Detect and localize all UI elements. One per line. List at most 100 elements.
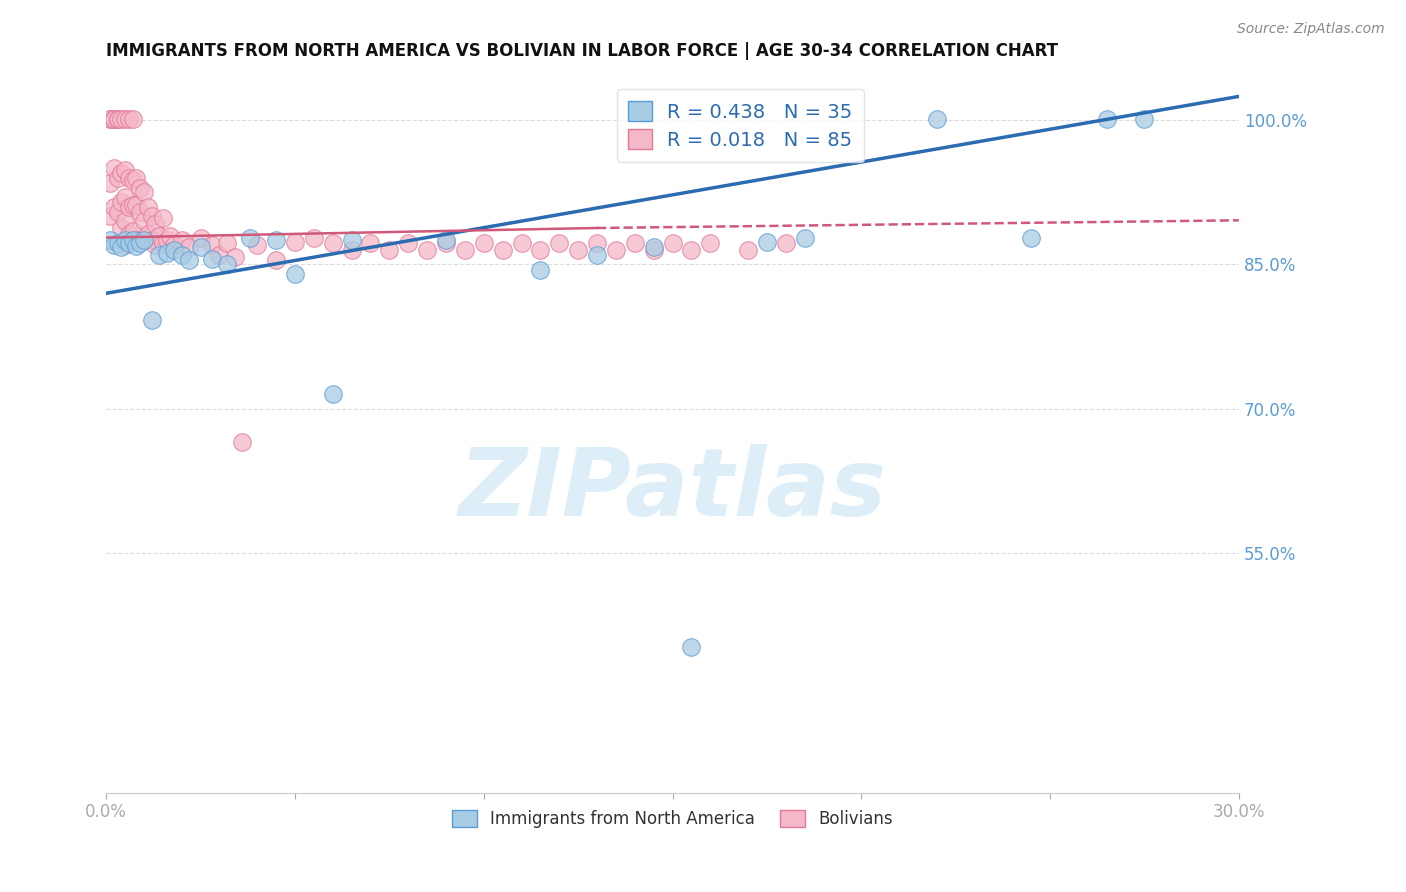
Point	[148, 248, 170, 262]
Point	[681, 640, 703, 654]
Point	[110, 166, 132, 180]
Point	[132, 214, 155, 228]
Point	[925, 112, 948, 126]
Point	[793, 230, 815, 244]
Point	[548, 236, 571, 251]
Point	[699, 236, 721, 251]
Point	[110, 195, 132, 210]
Point	[143, 217, 166, 231]
Point	[284, 235, 307, 250]
Point	[239, 230, 262, 244]
Point	[163, 243, 186, 257]
Point	[152, 211, 174, 226]
Point	[103, 112, 125, 126]
Point	[110, 240, 132, 254]
Point	[208, 248, 231, 262]
Point	[215, 236, 238, 251]
Point	[605, 243, 627, 257]
Point	[143, 238, 166, 252]
Point	[118, 236, 141, 251]
Point	[141, 234, 163, 248]
Point	[264, 252, 287, 267]
Point	[103, 200, 125, 214]
Point	[107, 171, 129, 186]
Legend: Immigrants from North America, Bolivians: Immigrants from North America, Bolivians	[446, 803, 900, 835]
Point	[179, 240, 201, 254]
Point	[129, 204, 152, 219]
Point	[529, 263, 551, 277]
Point	[136, 227, 159, 241]
Point	[201, 252, 224, 266]
Point	[322, 236, 344, 251]
Point	[121, 112, 143, 126]
Point	[118, 200, 141, 214]
Point	[118, 227, 141, 241]
Point	[340, 243, 363, 257]
Point	[190, 230, 212, 244]
Point	[623, 236, 645, 251]
Point	[129, 236, 152, 251]
Text: ZIPatlas: ZIPatlas	[458, 444, 887, 536]
Point	[159, 228, 181, 243]
Point	[284, 267, 307, 281]
Point	[567, 243, 589, 257]
Point	[114, 112, 136, 126]
Point	[114, 163, 136, 178]
Point	[98, 176, 121, 190]
Text: Source: ZipAtlas.com: Source: ZipAtlas.com	[1237, 22, 1385, 37]
Point	[215, 258, 238, 272]
Point	[264, 234, 287, 248]
Point	[586, 248, 609, 262]
Point	[163, 238, 186, 252]
Point	[775, 236, 797, 251]
Point	[148, 228, 170, 243]
Point	[114, 233, 136, 247]
Point	[121, 224, 143, 238]
Point	[141, 313, 163, 327]
Point	[114, 238, 136, 252]
Point	[129, 234, 152, 248]
Point	[586, 236, 609, 251]
Point	[396, 236, 419, 251]
Point	[107, 204, 129, 219]
Point	[103, 161, 125, 176]
Point	[103, 238, 125, 252]
Point	[98, 112, 121, 126]
Point	[125, 234, 148, 248]
Point	[472, 236, 495, 251]
Point	[302, 230, 325, 244]
Point	[416, 243, 439, 257]
Point	[132, 234, 155, 248]
Point	[737, 243, 759, 257]
Point	[141, 210, 163, 224]
Point	[114, 190, 136, 204]
Point	[681, 243, 703, 257]
Point	[118, 112, 141, 126]
Point	[129, 180, 152, 194]
Point	[491, 243, 513, 257]
Point	[114, 214, 136, 228]
Point	[179, 252, 201, 267]
Point	[1133, 112, 1156, 126]
Point	[136, 200, 159, 214]
Point	[98, 210, 121, 224]
Point	[378, 243, 401, 257]
Point	[107, 112, 129, 126]
Point	[121, 173, 143, 187]
Point	[1095, 112, 1118, 126]
Point	[1019, 230, 1042, 244]
Point	[322, 387, 344, 401]
Point	[201, 238, 224, 252]
Point	[125, 171, 148, 186]
Point	[529, 243, 551, 257]
Text: IMMIGRANTS FROM NORTH AMERICA VS BOLIVIAN IN LABOR FORCE | AGE 30-34 CORRELATION: IMMIGRANTS FROM NORTH AMERICA VS BOLIVIA…	[107, 42, 1059, 60]
Point	[231, 435, 253, 450]
Point	[132, 186, 155, 200]
Point	[755, 235, 778, 250]
Point	[156, 246, 179, 260]
Point	[132, 234, 155, 248]
Point	[121, 198, 143, 212]
Point	[156, 234, 179, 248]
Point	[510, 236, 533, 251]
Point	[643, 240, 665, 254]
